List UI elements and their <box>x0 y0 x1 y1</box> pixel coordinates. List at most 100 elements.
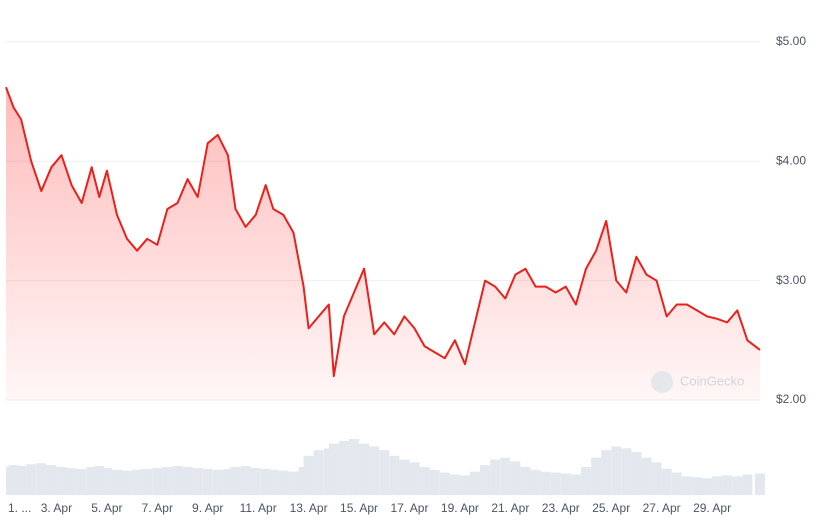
volume-bar <box>409 462 420 495</box>
volume-bar <box>459 475 470 495</box>
volume-bar <box>419 467 430 495</box>
x-tick-label: 17. Apr <box>390 501 428 515</box>
volume-bar <box>631 452 642 495</box>
volume-bar <box>480 465 491 495</box>
volume-bar <box>142 468 153 495</box>
x-tick-label: 25. Apr <box>592 501 630 515</box>
volume-bar <box>260 468 271 495</box>
watermark-logo <box>651 371 673 393</box>
x-tick-label: 1. ... <box>8 501 31 515</box>
volume-bar <box>520 467 531 495</box>
volume-bar <box>439 472 450 495</box>
price-area <box>6 87 760 400</box>
volume-bar <box>16 466 27 495</box>
volume-bar <box>732 476 743 495</box>
watermark: CoinGecko <box>651 371 744 393</box>
volume-bar <box>742 474 753 495</box>
volume-bar <box>152 467 163 495</box>
x-tick-label: 27. Apr <box>643 501 681 515</box>
volume-bar <box>86 467 97 495</box>
volume-bar <box>490 459 501 495</box>
volume-bar <box>66 467 77 495</box>
volume-bar <box>359 443 370 495</box>
volume-bar <box>581 467 591 495</box>
volume-bar <box>182 467 193 495</box>
x-tick-label: 5. Apr <box>91 501 122 515</box>
x-tick-label: 29. Apr <box>693 501 731 515</box>
volume-bar <box>162 467 173 495</box>
volume-bar <box>212 469 223 495</box>
x-tick-label: 13. Apr <box>290 501 328 515</box>
y-tick-label: $5.00 <box>776 34 806 48</box>
volume-bar <box>26 464 37 495</box>
volume-bar <box>611 446 622 495</box>
volume-bar <box>8 465 19 495</box>
volume-bar <box>328 443 339 495</box>
price-line <box>5 86 761 378</box>
volume-bar <box>399 459 410 495</box>
volume-bar <box>172 466 183 495</box>
volume-bar <box>230 467 241 495</box>
volume-bar <box>429 469 440 495</box>
volume-bar <box>122 470 133 495</box>
volume-bar <box>722 475 733 495</box>
volume-bar <box>560 473 571 495</box>
x-tick-label: 3. Apr <box>41 501 72 515</box>
volume-bar <box>349 439 359 495</box>
volume-bar <box>288 471 299 495</box>
volume-bar <box>111 469 122 495</box>
volume-bar <box>510 461 521 495</box>
volume-bar <box>192 467 203 495</box>
volume-bar <box>76 468 87 495</box>
volume-bar <box>641 457 652 495</box>
volume-bar <box>651 462 662 495</box>
volume-bar <box>298 467 309 495</box>
volume-bar <box>278 470 289 495</box>
y-tick-label: $4.00 <box>776 153 806 167</box>
volume-bar <box>755 473 765 495</box>
volume-bar <box>500 457 511 495</box>
volume-bar <box>101 467 112 495</box>
volume-bar <box>379 450 390 495</box>
volume-bar <box>369 446 380 495</box>
volume-bar <box>550 472 561 495</box>
volume-bar <box>570 474 581 495</box>
volume-bar <box>56 467 67 495</box>
y-tick-label: $3.00 <box>776 273 806 287</box>
volume-bar <box>313 450 324 495</box>
volume-bar <box>94 466 105 495</box>
x-tick-label: 11. Apr <box>240 501 277 515</box>
watermark-text: CoinGecko <box>680 373 744 388</box>
x-tick-label: 19. Apr <box>441 501 479 515</box>
x-tick-label: 23. Apr <box>542 501 580 515</box>
volume-bar <box>661 468 672 495</box>
volume-bar <box>591 457 602 495</box>
volume-bar <box>389 455 400 495</box>
x-tick-label: 15. Apr <box>340 501 378 515</box>
x-tick-label: 21. Apr <box>491 501 529 515</box>
volume-bar <box>470 471 481 495</box>
volume-bar <box>132 469 143 495</box>
volume-bar <box>449 474 460 495</box>
volume-bar <box>530 469 541 495</box>
volume-bar <box>702 478 713 495</box>
volume-bar <box>540 471 551 495</box>
volume-bar <box>303 455 314 495</box>
volume-bar <box>712 476 723 495</box>
volume-bar <box>250 467 261 495</box>
volume-bar <box>681 476 692 495</box>
y-tick-label: $2.00 <box>776 392 806 406</box>
volume-bar <box>323 448 334 495</box>
volume-bar <box>621 448 632 495</box>
volume-bar <box>240 466 251 495</box>
volume-bar <box>36 463 47 495</box>
volume-bar <box>691 477 702 495</box>
volume-bar <box>46 465 57 495</box>
volume-bar <box>268 469 279 495</box>
volume-bar <box>671 472 682 495</box>
x-tick-label: 9. Apr <box>192 501 223 515</box>
volume-bar <box>202 468 213 495</box>
volume-bar <box>601 450 612 495</box>
volume-bar <box>222 468 233 495</box>
